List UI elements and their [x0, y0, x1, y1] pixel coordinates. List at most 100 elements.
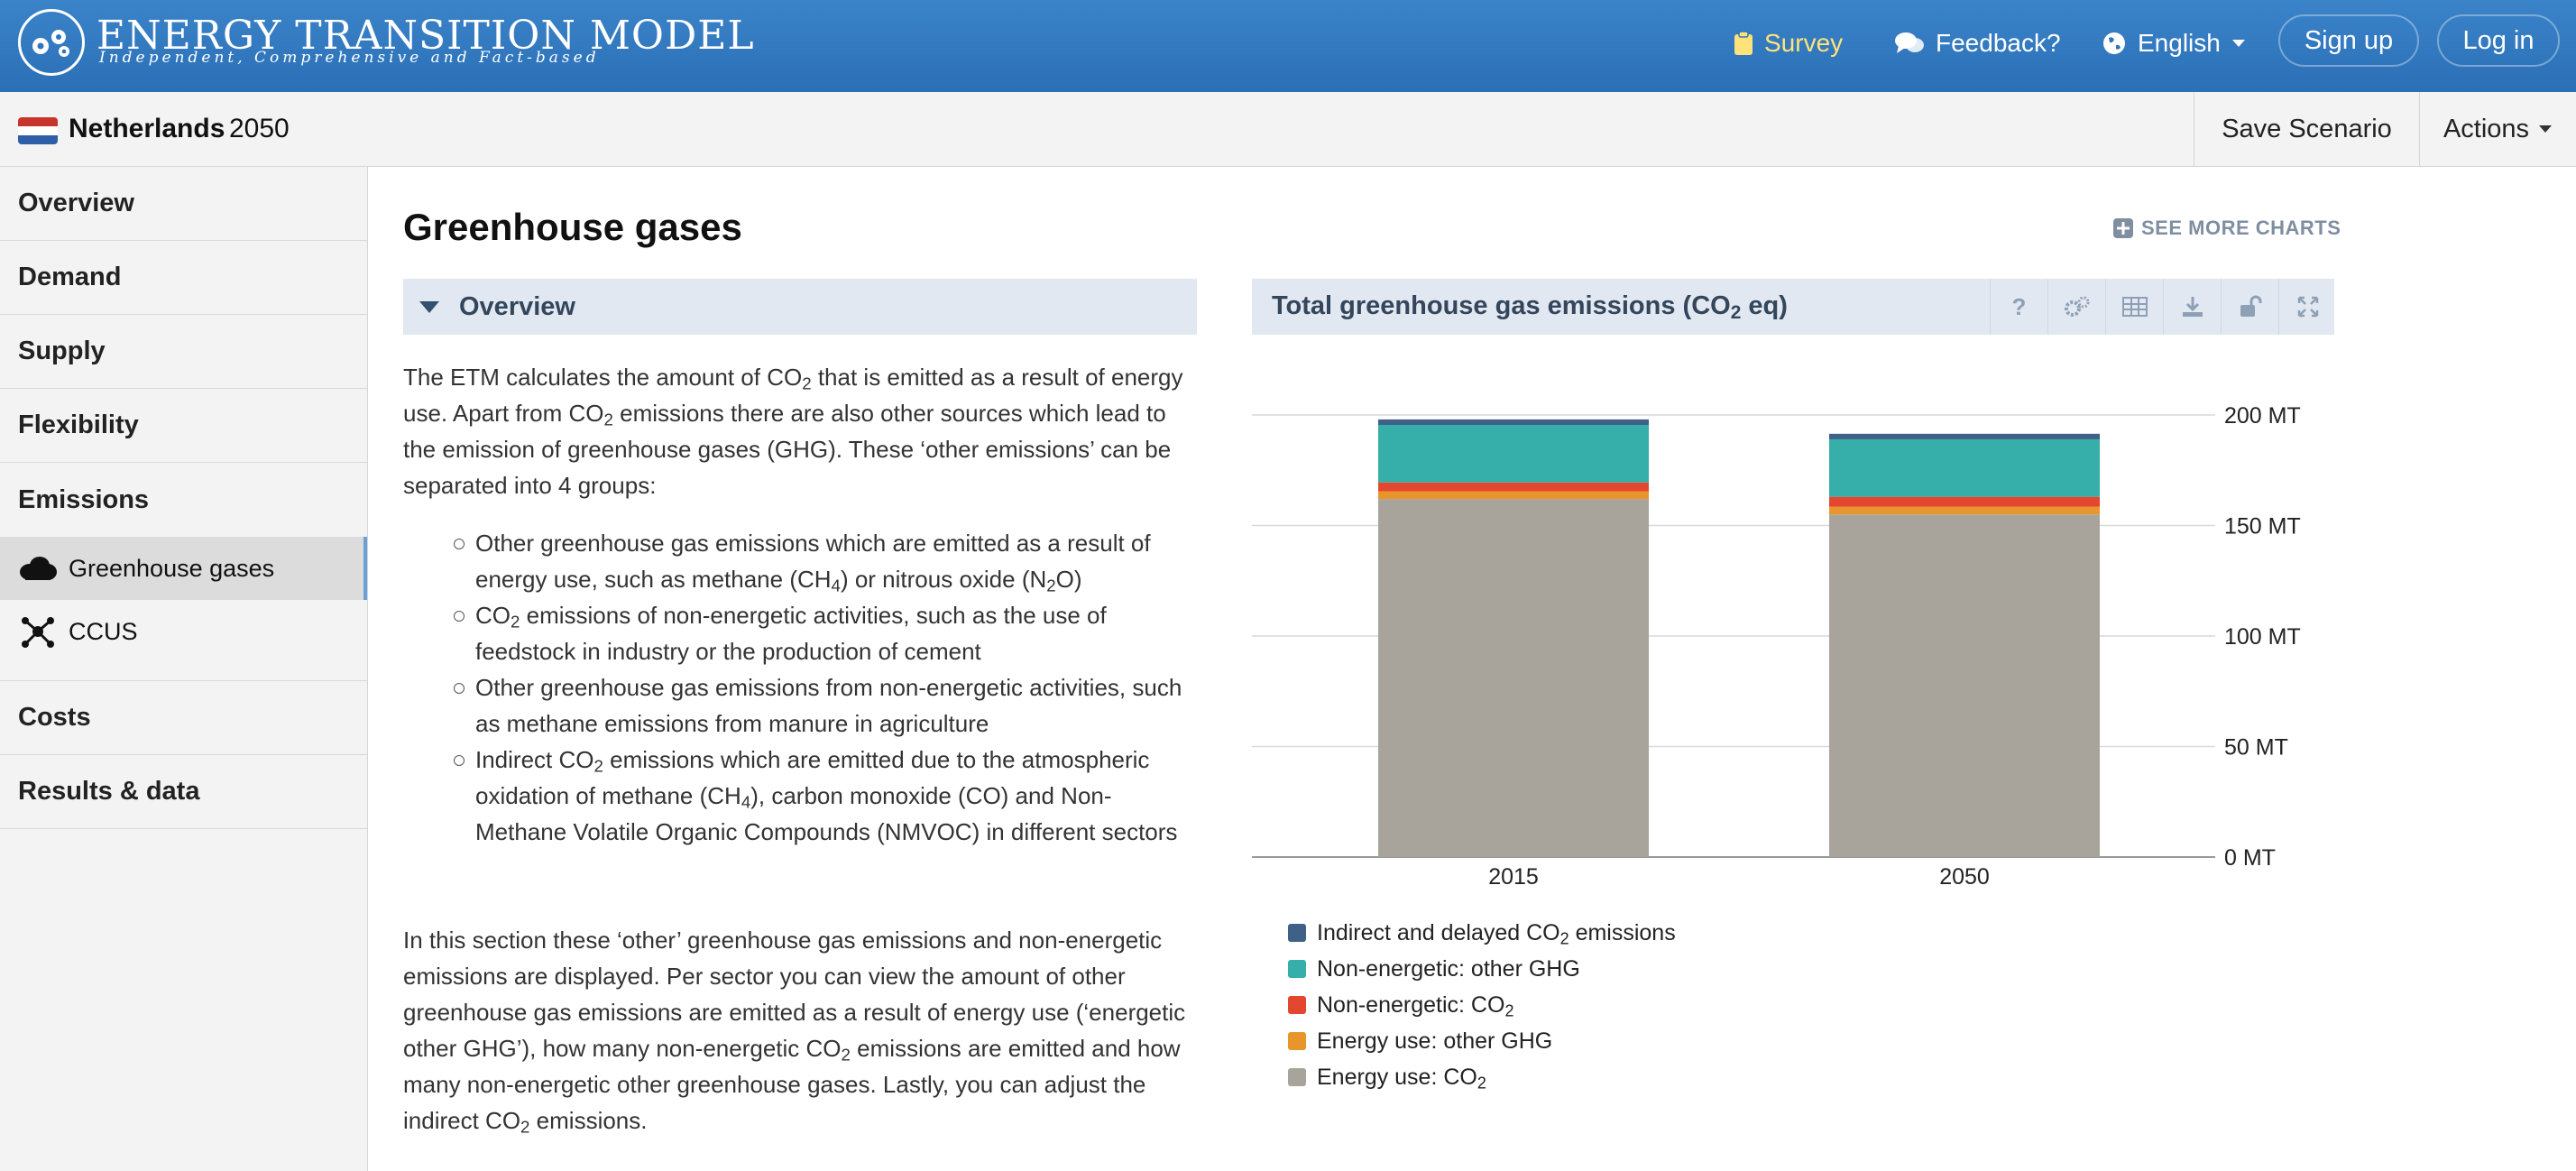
- chart-title: Total greenhouse gas emissions (CO2 eq): [1272, 291, 1788, 324]
- bar-segment: [1829, 433, 2100, 439]
- bar-segment: [1829, 496, 2100, 507]
- sidebar-subitem-ccus[interactable]: CCUS: [0, 600, 367, 663]
- legend-swatch: [1288, 1068, 1306, 1086]
- overview-section-toggle[interactable]: Overview: [403, 279, 1197, 335]
- legend-swatch: [1288, 996, 1306, 1014]
- download-button[interactable]: [2163, 279, 2221, 335]
- sidebar-item-supply[interactable]: Supply: [0, 315, 367, 389]
- legend-label: Indirect and delayed CO2 emissions: [1317, 919, 1676, 947]
- legend-item[interactable]: Indirect and delayed CO2 emissions: [1288, 915, 1676, 951]
- y-tick-label: 50 MT: [2224, 735, 2288, 761]
- list-item: Other greenhouse gas emissions from non-…: [403, 669, 1197, 742]
- legend-label: Non-energetic: CO2: [1317, 991, 1514, 1019]
- actions-label: Actions: [2443, 114, 2530, 143]
- list-item: Indirect CO2 emissions which are emitted…: [403, 742, 1197, 850]
- netherlands-flag-icon: [18, 117, 58, 144]
- survey-label: Survey: [1764, 29, 1844, 57]
- y-tick-label: 150 MT: [2224, 514, 2301, 539]
- bar-segment: [1829, 506, 2100, 515]
- legend-swatch: [1288, 960, 1306, 978]
- y-tick-label: 0 MT: [2224, 845, 2276, 871]
- ccus-label: CCUS: [69, 617, 138, 645]
- y-tick-label: 100 MT: [2224, 624, 2301, 650]
- legend-item[interactable]: Non-energetic: CO2: [1288, 987, 1676, 1023]
- legend-label: Energy use: other GHG: [1317, 1028, 1553, 1054]
- save-scenario-button[interactable]: Save Scenario: [2194, 92, 2419, 166]
- molecule-icon: [22, 617, 54, 648]
- cloud-icon: [20, 557, 57, 580]
- legend-item[interactable]: Energy use: other GHG: [1288, 1023, 1676, 1059]
- plus-square-icon: [2113, 218, 2133, 238]
- bar-segment: [1378, 419, 1649, 426]
- sidebar-item-emissions[interactable]: Emissions: [18, 484, 150, 514]
- survey-link[interactable]: Survey: [1734, 23, 1843, 63]
- greenhouse-gases-label: Greenhouse gases: [69, 554, 275, 582]
- comments-icon: [1895, 32, 1924, 53]
- sidebar-item-results-data[interactable]: Results & data: [0, 755, 367, 829]
- sidebar-item-costs[interactable]: Costs: [0, 681, 367, 755]
- scenario-region: Netherlands: [69, 114, 225, 143]
- page-title: Greenhouse gases: [403, 206, 742, 248]
- emissions-stacked-bar-chart: 0 MT 50 MT 100 MT 150 MT 200 MT 2015 2050: [1252, 403, 2301, 890]
- intro-paragraph: The ETM calculates the amount of CO2 tha…: [403, 364, 1183, 499]
- section-paragraph: In this section these ‘other’ greenhouse…: [403, 927, 1186, 1137]
- language-label: English: [2138, 29, 2221, 57]
- sidebar-item-flexibility[interactable]: Flexibility: [0, 389, 367, 463]
- help-icon: ?: [2011, 292, 2027, 320]
- overview-section-title: Overview: [459, 291, 575, 321]
- table-view-button[interactable]: [2105, 279, 2163, 335]
- expand-icon: [2297, 296, 2318, 318]
- list-item: CO2 emissions of non-energetic activitie…: [403, 597, 1197, 669]
- expand-button[interactable]: [2278, 279, 2336, 335]
- bar-segment: [1378, 425, 1649, 483]
- bar-segment: [1378, 482, 1649, 492]
- unlock-button[interactable]: [2221, 279, 2278, 335]
- see-more-label: SEE MORE CHARTS: [2141, 217, 2341, 239]
- top-header: ENERGY TRANSITION MODEL Independent, Com…: [0, 0, 2576, 92]
- table-icon: [2121, 297, 2148, 317]
- legend-label: Energy use: CO2: [1317, 1064, 1486, 1092]
- sign-up-button[interactable]: Sign up: [2278, 14, 2419, 67]
- actions-menu-button[interactable]: Actions: [2419, 92, 2576, 166]
- bar-segment: [1378, 499, 1649, 857]
- legend-label: Non-energetic: other GHG: [1317, 955, 1580, 982]
- scenario-bar: Netherlands 2050 Save Scenario Actions: [0, 92, 2576, 167]
- caret-down-icon: [2231, 40, 2245, 47]
- language-dropdown[interactable]: English: [2102, 23, 2246, 63]
- legend-item[interactable]: Energy use: CO2: [1288, 1059, 1676, 1095]
- unlock-icon: [2240, 295, 2261, 317]
- sidebar: Overview Demand Supply Flexibility Emiss…: [0, 167, 368, 1171]
- see-more-charts-link[interactable]: SEE MORE CHARTS: [2112, 217, 2341, 240]
- list-item: Other greenhouse gas emissions which are…: [403, 525, 1197, 597]
- clipboard-icon: [1734, 31, 1753, 55]
- help-button[interactable]: ?: [1990, 279, 2047, 335]
- bar-segment: [1378, 491, 1649, 500]
- chart-legend: Indirect and delayed CO2 emissions Non-en…: [1288, 915, 1676, 1095]
- y-tick-label: 200 MT: [2224, 403, 2301, 429]
- feedback-label: Feedback?: [1936, 29, 2061, 57]
- sidebar-item-demand[interactable]: Demand: [0, 241, 367, 315]
- brand-subtitle: Independent, Comprehensive and Fact-base…: [99, 49, 600, 67]
- bar-segment: [1829, 514, 2100, 857]
- caret-down-icon: [419, 300, 439, 313]
- sidebar-divider: [0, 663, 367, 681]
- feedback-link[interactable]: Feedback?: [1894, 23, 2061, 63]
- scenario-year: 2050: [229, 114, 290, 143]
- caret-down-icon: [2539, 125, 2553, 133]
- sidebar-subitem-greenhouse-gases[interactable]: Greenhouse gases: [0, 537, 367, 600]
- log-in-button[interactable]: Log in: [2437, 14, 2560, 67]
- x-tick-label: 2015: [1488, 864, 1539, 890]
- emission-groups-list: Other greenhouse gas emissions which are…: [403, 525, 1197, 850]
- legend-item[interactable]: Non-energetic: other GHG: [1288, 951, 1676, 987]
- chart-settings-button[interactable]: [2047, 279, 2105, 335]
- sidebar-item-overview[interactable]: Overview: [0, 167, 367, 241]
- bar-segment: [1829, 438, 2100, 497]
- chart-header: Total greenhouse gas emissions (CO2 eq) …: [1252, 279, 2334, 335]
- settings-icon: [2064, 296, 2089, 317]
- brand-title[interactable]: ENERGY TRANSITION MODEL: [97, 13, 755, 59]
- legend-swatch: [1288, 1032, 1306, 1050]
- download-icon: [2182, 297, 2203, 317]
- etm-logo-icon[interactable]: [18, 9, 85, 76]
- globe-icon: [2103, 32, 2125, 54]
- x-tick-label: 2050: [1939, 864, 1990, 890]
